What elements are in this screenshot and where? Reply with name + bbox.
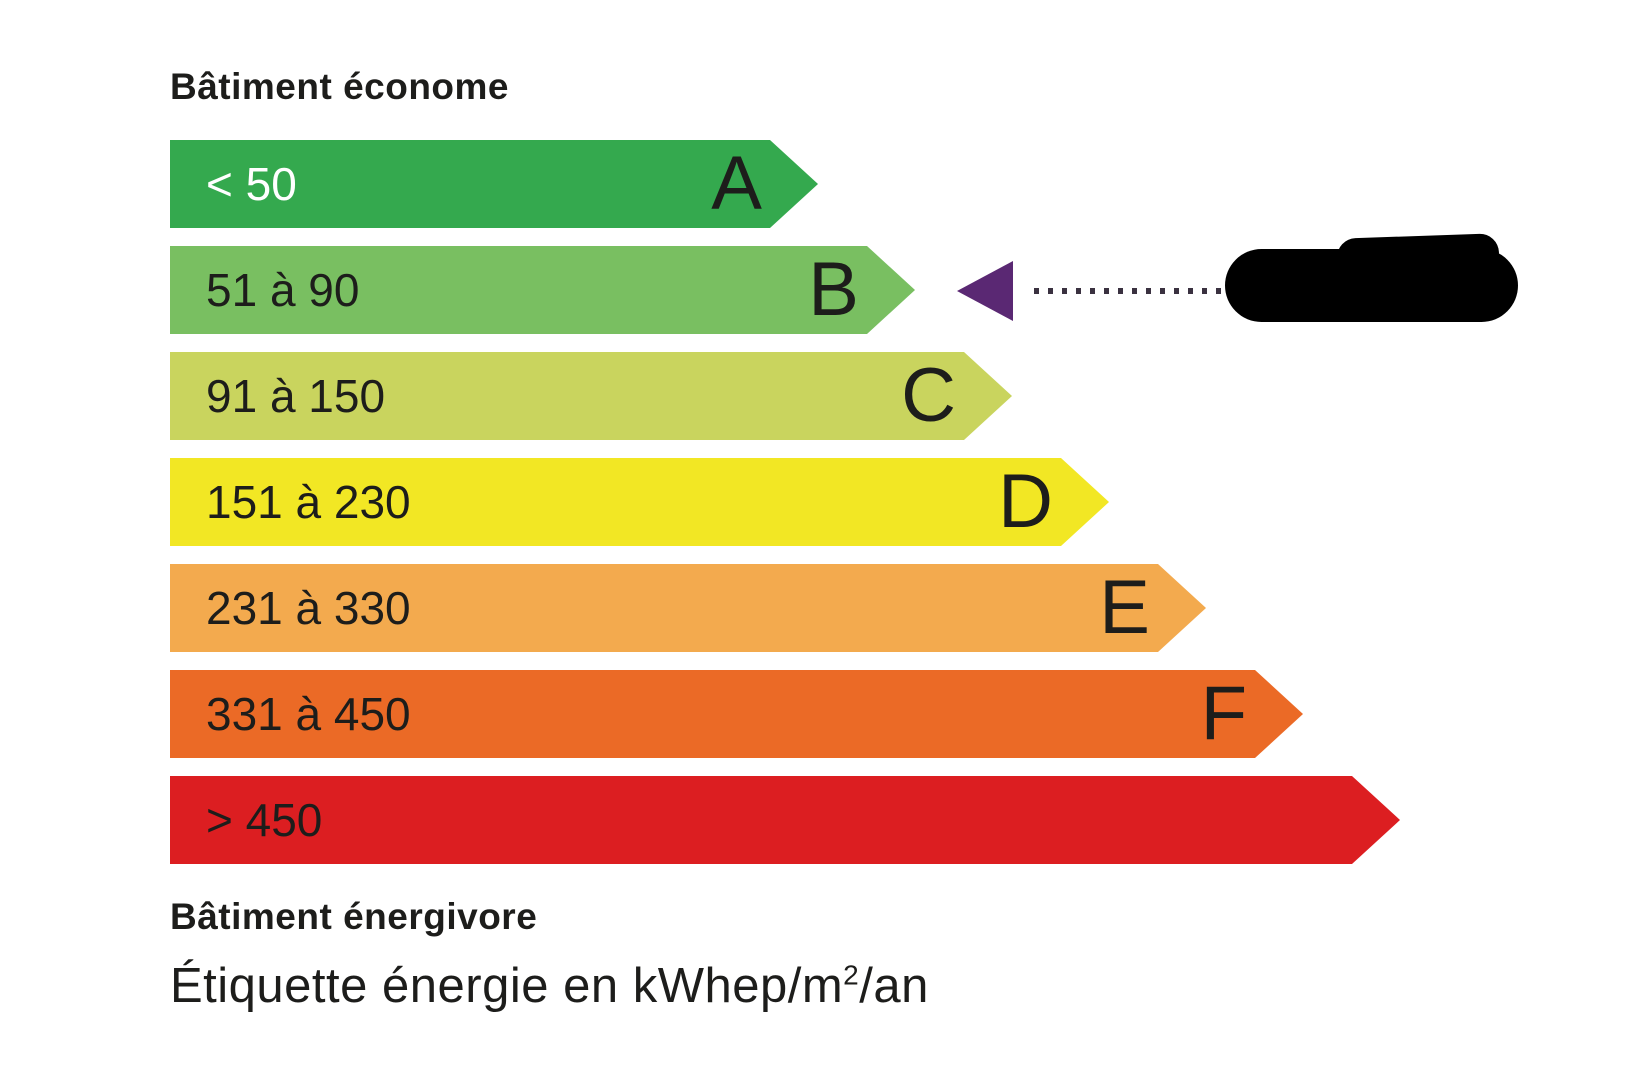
caption-prefix: Étiquette énergie en kWhep/m xyxy=(170,959,844,1013)
bar-range-label: 331 à 450 xyxy=(206,688,411,740)
current-class-arrow-icon xyxy=(957,261,1013,321)
energy-bar-f: 331 à 450 F xyxy=(170,670,1303,758)
bar-range-label: 51 à 90 xyxy=(206,264,360,316)
bar-class-letter: C xyxy=(901,353,956,438)
dotted-leader-line xyxy=(1034,288,1224,294)
bar-range-label: < 50 xyxy=(206,158,297,210)
energy-bar-b: 51 à 90 B xyxy=(170,246,915,334)
energy-bar-a: < 50 A xyxy=(170,140,818,228)
caption-suffix: /an xyxy=(859,959,929,1013)
economical-building-label: Bâtiment économe xyxy=(170,66,510,107)
caption-superscript: 2 xyxy=(843,959,860,991)
energy-bar-c: 91 à 150 C xyxy=(170,352,1012,440)
energy-bar-e: 231 à 330 E xyxy=(170,564,1206,652)
bar-range-label: > 450 xyxy=(206,794,323,846)
bar-range-label: 91 à 150 xyxy=(206,370,386,422)
bar-class-letter: B xyxy=(808,247,859,332)
energy-bar-d: 151 à 230 D xyxy=(170,458,1109,546)
energy-intensive-building-label: Bâtiment énergivore xyxy=(170,896,538,937)
energy-bar-g: > 450 xyxy=(170,776,1400,864)
bar-class-letter: D xyxy=(998,459,1053,544)
bar-range-label: 231 à 330 xyxy=(206,582,411,634)
bar-class-letter: F xyxy=(1200,671,1247,756)
bar-class-letter: E xyxy=(1099,565,1150,650)
bar-class-letter: A xyxy=(711,141,762,226)
energy-label-caption: Étiquette énergie en kWhep/m2/an xyxy=(170,958,929,1014)
redacted-value-blob xyxy=(1225,249,1518,322)
bar-range-label: 151 à 230 xyxy=(206,476,411,528)
